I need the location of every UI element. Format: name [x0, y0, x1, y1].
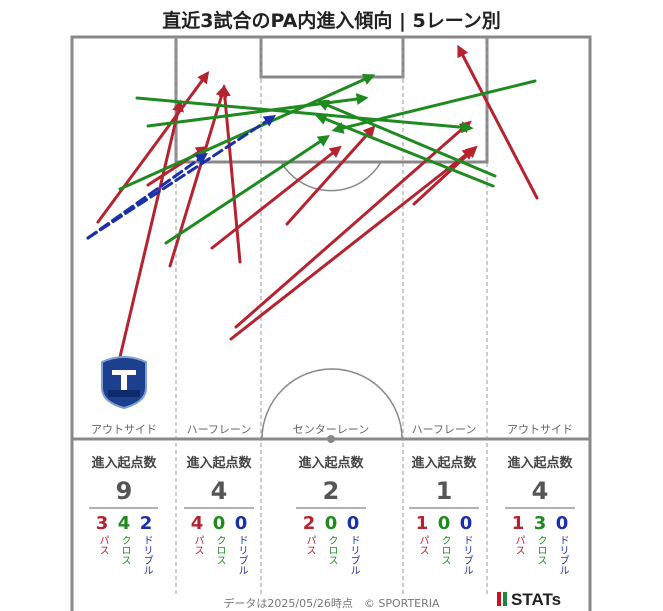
cross-count: 0	[324, 513, 338, 534]
pass-label: パス	[97, 535, 108, 555]
dribble-count: 0	[555, 513, 569, 534]
breakdown-outside-right: 1 パス 3 クロス 0 ドリブル	[510, 513, 570, 576]
cross-count: 4	[117, 513, 131, 534]
pass-label: パス	[417, 535, 428, 555]
pass-arrow-0	[118, 99, 184, 359]
dribble-label: ドリブル	[557, 535, 568, 575]
cross-arrow-11	[118, 73, 376, 191]
lane-stats-halfspace-right: 進入起点数 1	[399, 452, 489, 505]
cross-count: 0	[212, 513, 226, 534]
pass-arrow-7	[234, 120, 472, 329]
dribble-label: ドリブル	[348, 535, 359, 575]
arrow-layer	[86, 44, 539, 359]
dribble-count: 0	[234, 513, 248, 534]
pass-label: パス	[304, 535, 315, 555]
pass-count: 3	[95, 513, 109, 534]
dribble-count: 2	[139, 513, 153, 534]
stat-total: 1	[435, 477, 453, 505]
cross-arrow-14	[164, 135, 331, 245]
stat-total: 9	[115, 477, 133, 505]
breakdown-halfspace-right: 1 パス 0 クロス 0 ドリブル	[414, 513, 474, 576]
lane-dividers	[175, 37, 488, 595]
cross-label: クロス	[535, 535, 546, 565]
lane-stats-center: 進入起点数 2	[286, 452, 376, 505]
lane-label-center: センターレーン	[292, 423, 370, 436]
cross-label: クロス	[119, 535, 130, 565]
breakdown-center: 2 パス 0 クロス 0 ドリブル	[301, 513, 361, 576]
stat-heading: 進入起点数	[507, 456, 573, 471]
cross-arrow-12	[135, 96, 474, 134]
stat-total: 4	[210, 477, 228, 505]
breakdown-halfspace-left: 4 パス 0 クロス 0 ドリブル	[189, 513, 249, 576]
pass-label: パス	[192, 535, 203, 555]
cross-label: クロス	[326, 535, 337, 565]
stat-heading: 進入起点数	[186, 456, 252, 471]
pass-arrow-8	[229, 147, 475, 341]
dribble-label: ドリブル	[461, 535, 472, 575]
cross-label: クロス	[214, 535, 225, 565]
lane-label-outside-left: アウトサイド	[91, 423, 157, 436]
lane-stats-halfspace-left: 進入起点数 4	[174, 452, 264, 505]
lane-stats-outside-right: 進入起点数 4	[495, 452, 585, 505]
lane-label-halfspace-left: ハーフレーン	[186, 423, 252, 436]
dribble-count: 0	[459, 513, 473, 534]
lane-stats-outside-left: 進入起点数 9	[79, 452, 169, 505]
footer-credit: データは2025/05/26時点 © SPORTERIA	[223, 597, 440, 610]
pass-count: 4	[190, 513, 204, 534]
pass-arrow-5	[285, 125, 376, 226]
cross-arrow-17	[314, 113, 495, 188]
cross-label: クロス	[439, 535, 450, 565]
dribble-label: ドリブル	[141, 535, 152, 575]
brand-logo: STATs	[497, 590, 561, 610]
dribble-label: ドリブル	[236, 535, 247, 575]
stat-heading: 進入起点数	[411, 456, 477, 471]
cross-count: 3	[533, 513, 547, 534]
stat-total: 4	[531, 477, 549, 505]
pass-count: 1	[511, 513, 525, 534]
brand-text: STATs	[511, 590, 562, 609]
breakdown-outside-left: 3 パス 4 クロス 2 ドリブル	[94, 513, 154, 576]
club-crest-icon	[101, 356, 147, 410]
cross-arrow-16	[316, 99, 497, 178]
pass-arrow-1	[96, 71, 210, 224]
pass-arrow-9	[412, 145, 478, 206]
pass-count: 2	[302, 513, 316, 534]
center-spot	[327, 435, 335, 443]
pass-count: 1	[415, 513, 429, 534]
stat-heading: 進入起点数	[91, 456, 157, 471]
dribble-arrow-19	[86, 152, 208, 240]
lane-label-outside-right: アウトサイド	[507, 423, 573, 436]
chart-title: 直近3試合のPA内進入傾向 | 5レーン別	[162, 10, 501, 32]
stat-total: 2	[322, 477, 340, 505]
cross-count: 0	[437, 513, 451, 534]
brand-mark-icon	[497, 592, 501, 606]
pass-arrow-10	[457, 44, 539, 200]
pass-label: パス	[513, 535, 524, 555]
brand-mark-icon	[503, 592, 507, 606]
stat-heading: 進入起点数	[298, 456, 364, 471]
pass-arrow-4	[210, 145, 342, 250]
dribble-count: 0	[346, 513, 360, 534]
lane-label-halfspace-right: ハーフレーン	[411, 423, 477, 436]
